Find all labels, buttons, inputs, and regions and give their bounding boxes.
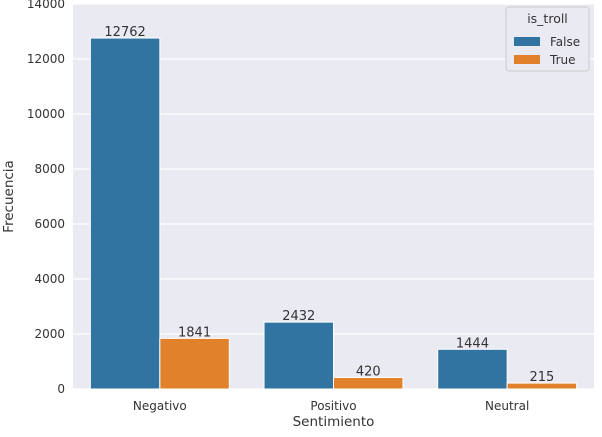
data-label: 420 — [356, 364, 381, 379]
y-tick-label: 4000 — [34, 272, 65, 286]
data-label: 2432 — [282, 309, 315, 324]
bar-neutral-false — [437, 348, 508, 390]
bars — [89, 37, 578, 390]
data-label: 215 — [529, 370, 554, 385]
legend: is_troll False True — [505, 6, 590, 72]
data-labels: 12762 1841 2432 420 1444 215 — [104, 25, 554, 385]
bar-neutral-true — [506, 382, 578, 390]
x-tick-label: Positivo — [310, 399, 356, 413]
legend-label-true: True — [549, 53, 576, 67]
data-label: 1841 — [178, 325, 211, 340]
y-tick-label: 8000 — [34, 162, 65, 176]
y-tick-label: 0 — [57, 382, 65, 396]
y-tick-label: 12000 — [27, 52, 65, 66]
legend-label-false: False — [550, 35, 580, 49]
bar-negativo-true — [159, 337, 230, 390]
bar-negativo-false — [89, 37, 161, 390]
x-tick-label: Negativo — [133, 399, 187, 413]
bar-positivo-false — [263, 321, 334, 390]
data-label: 1444 — [456, 336, 489, 351]
legend-swatch-true — [514, 55, 540, 64]
legend-items: False True — [514, 35, 580, 67]
x-tick-label: Neutral — [485, 399, 529, 413]
x-axis-title: Sentimiento — [293, 414, 375, 430]
y-axis-ticks: 0 2000 4000 6000 8000 10000 12000 14000 — [27, 0, 65, 396]
legend-title: is_troll — [527, 11, 568, 26]
y-axis-title: Frecuencia — [1, 160, 17, 233]
bar-positivo-true — [333, 376, 404, 390]
y-tick-label: 14000 — [27, 0, 65, 11]
y-tick-label: 2000 — [34, 327, 65, 341]
y-tick-label: 10000 — [27, 107, 65, 121]
legend-swatch-false — [514, 37, 540, 46]
x-axis-ticks: Negativo Positivo Neutral — [133, 399, 529, 413]
y-tick-label: 6000 — [34, 217, 65, 231]
data-label: 12762 — [104, 25, 145, 40]
